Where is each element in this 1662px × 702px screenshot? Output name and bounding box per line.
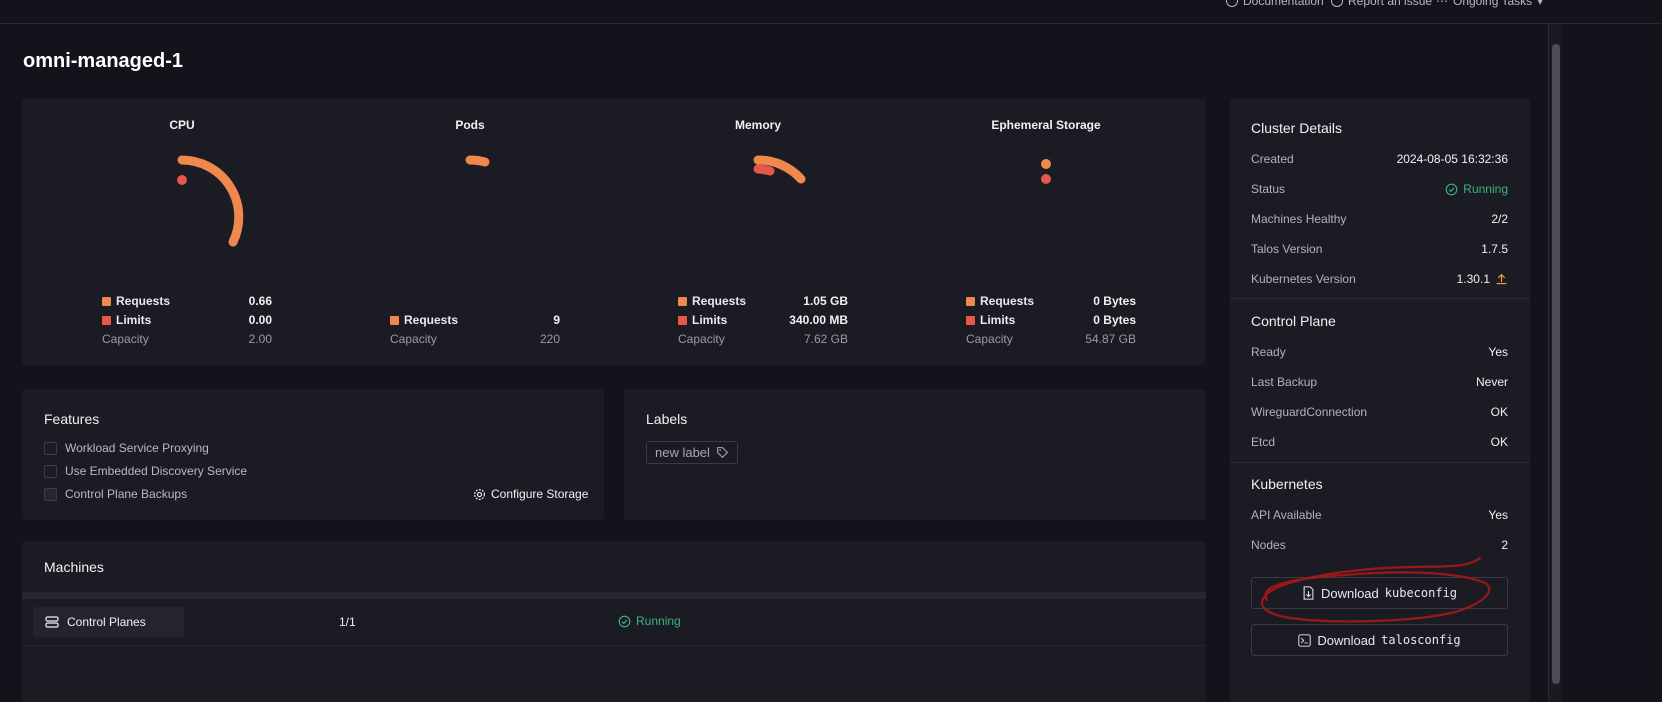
- cpu-gauge: CPU Requests 0.66 Limits 0.00 Capacity 2.00: [82, 118, 282, 358]
- detail-wireguard: WireguardConnection OK: [1251, 405, 1508, 419]
- gear-icon: [474, 488, 485, 500]
- gauge-title: Pods: [455, 118, 485, 132]
- divider: [1230, 462, 1530, 463]
- help-icon: [1226, 0, 1238, 7]
- legend-capacity: Capacity 54.87 GB: [966, 332, 1136, 346]
- detail-last-backup: Last Backup Never: [1251, 375, 1508, 389]
- ongoing-tasks-button[interactable]: ⋯ Ongoing Tasks ▾: [1436, 0, 1543, 8]
- ephemeral-storage-gauge: Ephemeral Storage Requests 0 Bytes Limits…: [946, 118, 1146, 358]
- download-talosconfig-button[interactable]: Download talosconfig: [1251, 624, 1508, 656]
- requests-arc: [465, 155, 490, 167]
- server-icon: [45, 616, 59, 628]
- legend-limits: Limits 0 Bytes: [966, 311, 1136, 329]
- upgrade-icon[interactable]: [1495, 273, 1508, 286]
- bug-icon: [1331, 0, 1343, 7]
- top-bar: Documentation Report an issue ⋯ Ongoing …: [0, 0, 1662, 24]
- feature-embedded-discovery[interactable]: Use Embedded Discovery Service: [44, 464, 247, 478]
- report-issue-link[interactable]: Report an issue: [1331, 0, 1432, 8]
- table-header-bar: [22, 592, 1206, 599]
- requests-arc: [177, 155, 244, 247]
- chevron-down-icon: ▾: [1537, 0, 1544, 8]
- divider: [1230, 298, 1530, 299]
- legend-requests: Requests 1.05 GB: [678, 292, 848, 310]
- detail-ready: Ready Yes: [1251, 345, 1508, 359]
- requests-arc: [753, 155, 806, 184]
- gauge-title: Ephemeral Storage: [991, 118, 1101, 132]
- limits-arc: [753, 164, 775, 176]
- labels-title: Labels: [646, 411, 688, 427]
- gauge-ring: [696, 155, 820, 279]
- detail-machines-healthy: Machines Healthy 2/2: [1251, 212, 1508, 226]
- divider: [22, 645, 1206, 646]
- checkbox[interactable]: [44, 464, 57, 478]
- detail-talos-version: Talos Version 1.7.5: [1251, 242, 1508, 256]
- gauge-title: Memory: [734, 118, 781, 132]
- scrollbar[interactable]: [1548, 24, 1562, 702]
- configure-storage-button[interactable]: Configure Storage: [473, 487, 588, 501]
- annotation-circle: [1260, 556, 1491, 623]
- limits-dot: [1041, 174, 1051, 184]
- control-plane-title: Control Plane: [1251, 313, 1336, 329]
- documentation-link[interactable]: Documentation: [1226, 0, 1324, 8]
- features-title: Features: [44, 411, 100, 427]
- limits-dot: [177, 175, 187, 185]
- cluster-details-title: Cluster Details: [1251, 120, 1343, 136]
- feature-workload-proxying[interactable]: Workload Service Proxying: [44, 441, 209, 455]
- gauge-ring: [120, 155, 244, 279]
- file-download-icon: [1303, 586, 1314, 600]
- detail-nodes: Nodes 2: [1251, 538, 1508, 552]
- terminal-icon: [1298, 633, 1312, 647]
- legend-requests: Requests 0 Bytes: [966, 292, 1136, 310]
- legend-requests: Requests 0.66: [102, 292, 272, 310]
- legend-limits: Limits 0.00: [102, 311, 272, 329]
- machine-status: Running: [618, 614, 681, 628]
- detail-api-available: API Available Yes: [1251, 508, 1508, 522]
- kubernetes-title: Kubernetes: [1251, 476, 1323, 492]
- legend-capacity: Capacity 7.62 GB: [678, 332, 848, 346]
- labels-panel: [624, 389, 1206, 520]
- check-circle-icon: [618, 615, 631, 627]
- check-circle-icon: [1445, 183, 1458, 195]
- scrollbar-thumb[interactable]: [1552, 44, 1560, 684]
- checkbox[interactable]: [44, 487, 57, 501]
- page-title: omni-managed-1: [23, 50, 184, 72]
- control-planes-row[interactable]: Control Planes: [33, 607, 184, 637]
- legend-limits: Limits 340.00 MB: [678, 311, 848, 329]
- pods-gauge: Pods Requests 9 Capacity 220: [370, 118, 570, 358]
- checkbox[interactable]: [44, 441, 57, 455]
- tasks-icon: ⋯: [1436, 0, 1448, 8]
- machines-panel: [22, 541, 1206, 702]
- detail-created: Created 2024-08-05 16:32:36: [1251, 152, 1508, 166]
- tag-icon: [717, 447, 729, 459]
- legend-capacity: Capacity 2.00: [102, 332, 272, 346]
- detail-status: Status Running: [1251, 182, 1508, 196]
- gauge-ring: [408, 155, 532, 279]
- gauge-title: CPU: [169, 118, 195, 132]
- requests-dot: [1041, 159, 1051, 169]
- machines-title: Machines: [44, 559, 104, 575]
- memory-gauge: Memory Requests 1.05 GB Limits 340.00 MB C…: [658, 118, 858, 358]
- feature-control-plane-backups[interactable]: Control Plane Backups: [44, 487, 187, 501]
- machine-count: 1/1: [339, 615, 356, 629]
- gauge-ring: [984, 155, 1108, 279]
- detail-etcd: Etcd OK: [1251, 435, 1508, 449]
- legend-capacity: Capacity 220: [390, 332, 560, 346]
- detail-kubernetes-version: Kubernetes Version 1.30.1: [1251, 270, 1508, 288]
- features-panel: [22, 389, 604, 520]
- new-label-input[interactable]: new label: [646, 441, 738, 464]
- resource-usage-panel: [22, 99, 1206, 365]
- legend-requests: Requests 9: [390, 311, 560, 329]
